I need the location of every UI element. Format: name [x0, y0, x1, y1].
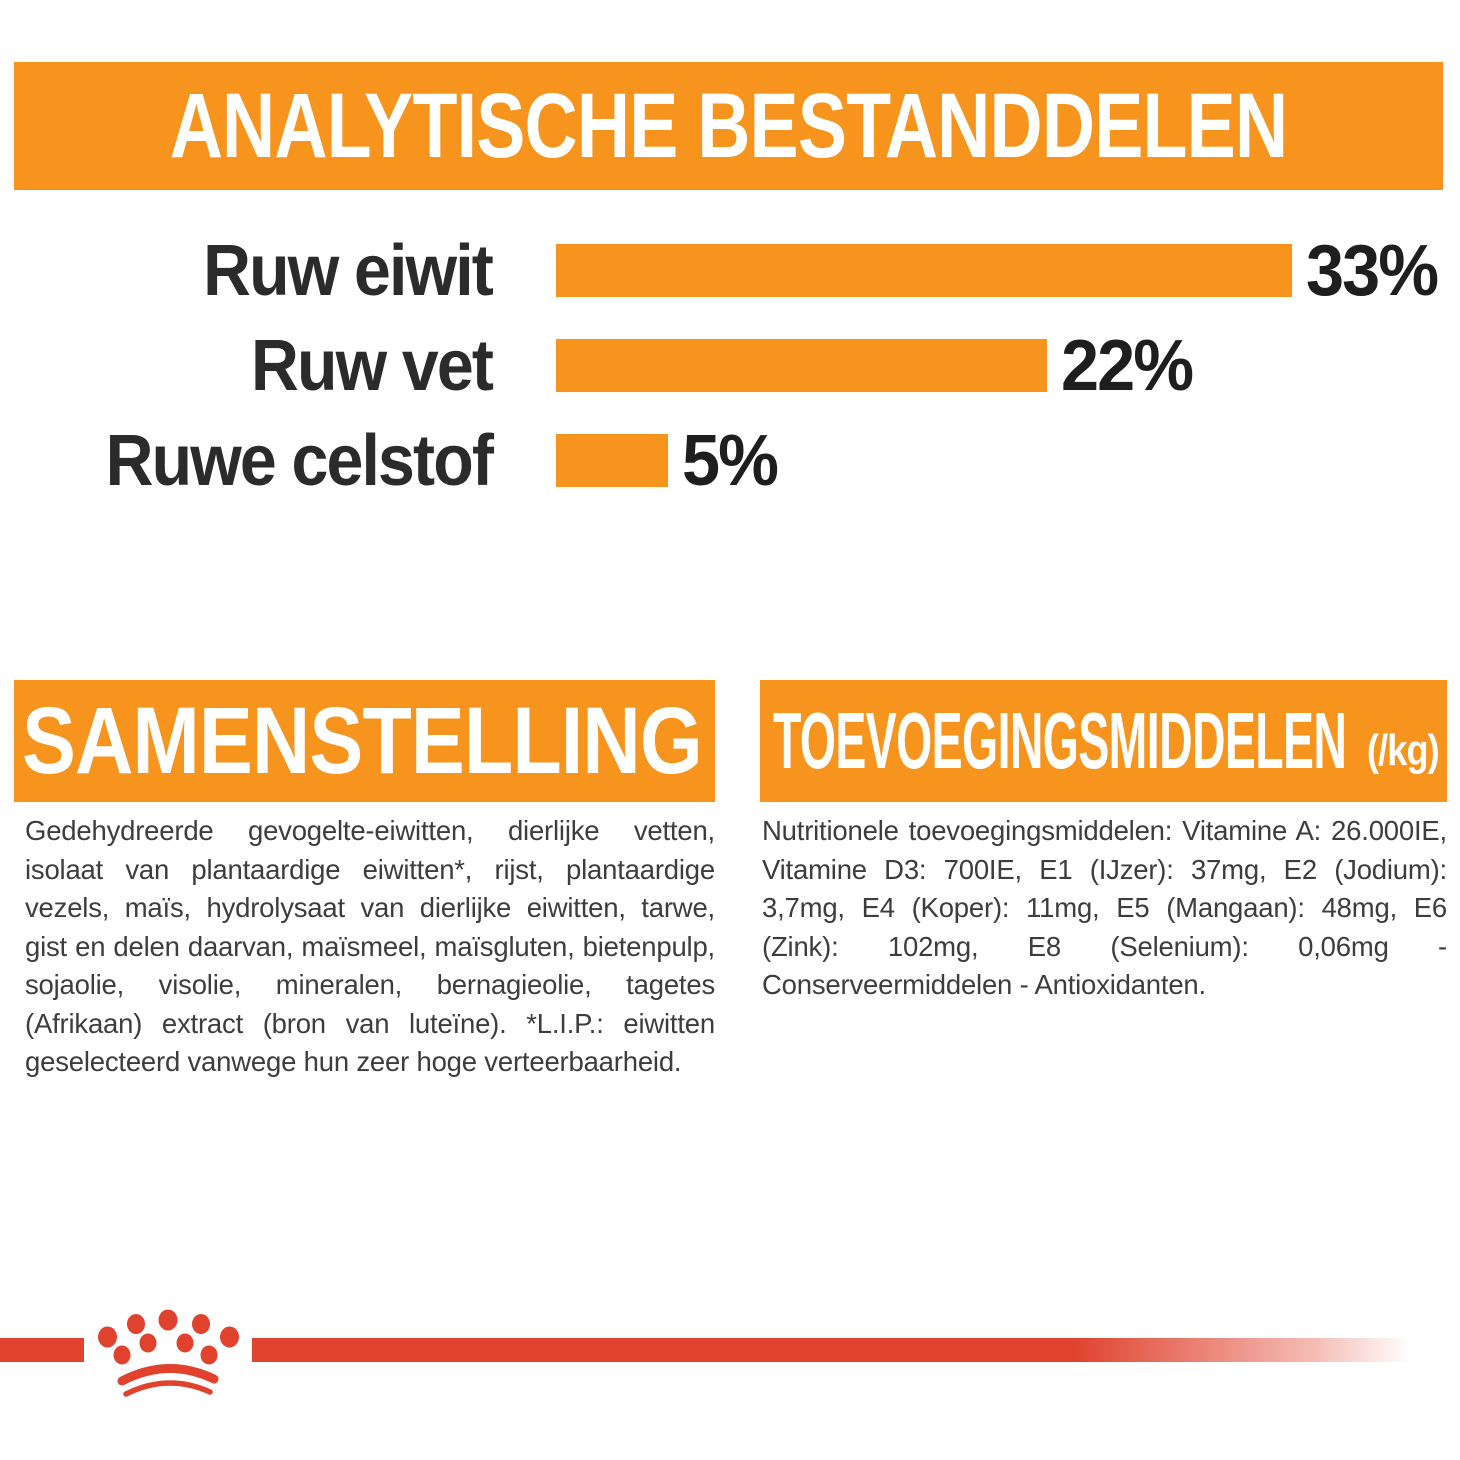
brand-stripe-right	[252, 1338, 1460, 1362]
chart-label-ruwe-celstof: Ruwe celstof	[105, 420, 494, 501]
chart-label-ruw-vet: Ruw vet	[250, 325, 494, 406]
chart-value-ruw-vet: 22%	[1060, 325, 1194, 406]
chart-row-ruw-vet: Ruw vet 22%	[0, 325, 1460, 406]
chart-bar-ruwe-celstof	[556, 434, 668, 487]
chart-row-ruwe-celstof: Ruwe celstof 5%	[0, 420, 1460, 501]
analytical-components-title: ANALYTISCHE BESTANDDELEN	[169, 74, 1288, 177]
brand-stripe-left	[0, 1338, 84, 1362]
additives-title: TOEVOEGINGSMIDDELEN	[773, 696, 1347, 785]
additives-body-text: Nutritionele toevoegingsmiddelen: Vitami…	[762, 815, 1447, 1000]
chart-value-ruwe-celstof: 5%	[681, 420, 779, 501]
chart-value-ruw-eiwit: 33%	[1305, 230, 1439, 311]
composition-body-text: Gedehydreerde gevogelte-eiwitten, dierli…	[25, 815, 715, 1077]
chart-bar-ruw-eiwit	[556, 244, 1292, 297]
chart-row-ruw-eiwit: Ruw eiwit 33%	[0, 230, 1460, 311]
composition-banner: SAMENSTELLING	[14, 680, 715, 802]
chart-bar-ruw-vet	[556, 339, 1047, 392]
analytical-components-bar-chart: Ruw eiwit 33% Ruw vet 22% Ruwe celstof 5%	[0, 0, 1460, 560]
chart-label-ruw-eiwit: Ruw eiwit	[203, 230, 494, 311]
royal-canin-crown-icon	[93, 1306, 240, 1398]
additives-banner: TOEVOEGINGSMIDDELEN (/kg)	[760, 680, 1447, 802]
analytical-components-banner: ANALYTISCHE BESTANDDELEN	[14, 62, 1443, 190]
additives-unit-suffix: (/kg)	[1366, 726, 1440, 775]
composition-title: SAMENSTELLING	[22, 687, 703, 794]
